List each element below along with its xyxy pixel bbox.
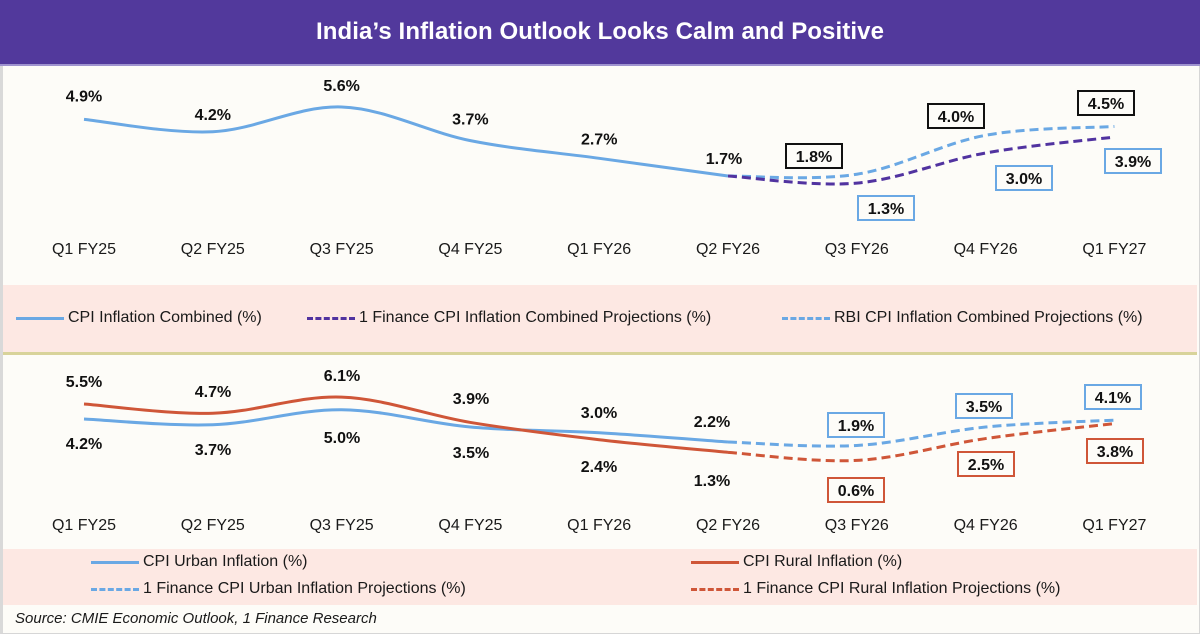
legend-item-urban-projection: 1 Finance CPI Urban Inflation Projection…	[91, 580, 466, 598]
legend-swatch-solid	[91, 560, 139, 564]
top-x-tick-label: Q3 FY26	[825, 241, 889, 258]
bottom-x-tick-label: Q2 FY26	[696, 517, 760, 534]
legend-label: RBI CPI Inflation Combined Projections (…	[834, 309, 1143, 326]
data-label-1finance: 1.3%	[868, 201, 904, 218]
data-label-cpi-combined: 4.9%	[66, 88, 102, 105]
series-line-urban	[83, 408, 729, 444]
data-label-urban: 3.7%	[195, 442, 231, 459]
legend-item-rural: CPI Rural Inflation (%)	[691, 553, 902, 571]
data-label-rural-projection: 2.5%	[968, 457, 1004, 474]
legend-item-rbi-combined: RBI CPI Inflation Combined Projections (…	[782, 309, 1143, 327]
bottom-x-tick-label: Q1 FY25	[52, 517, 116, 534]
data-label-urban-projection: 4.1%	[1095, 390, 1131, 407]
top-x-tick-label: Q1 FY25	[52, 241, 116, 258]
legend-label: 1 Finance CPI Inflation Combined Project…	[359, 309, 712, 326]
data-label-urban-projection-box	[1084, 384, 1142, 410]
data-label-1finance-box	[1104, 148, 1162, 174]
legend-label: CPI Inflation Combined (%)	[68, 309, 262, 326]
legend-label: CPI Urban Inflation (%)	[143, 553, 308, 570]
top-x-tick-label: Q1 FY27	[1082, 241, 1146, 258]
top-x-tick-label: Q2 FY26	[696, 241, 760, 258]
data-label-rbi: 4.5%	[1088, 96, 1124, 113]
data-label-rural-projection-box	[1086, 438, 1144, 464]
top-x-tick-label: Q1 FY26	[567, 241, 631, 258]
data-label-1finance: 3.0%	[1006, 171, 1042, 188]
data-label-rural-projection-box	[827, 477, 885, 503]
series-line-urban-projection	[727, 418, 1115, 448]
top-x-tick-label: Q4 FY25	[438, 241, 502, 258]
data-label-urban-projection: 1.9%	[838, 418, 874, 435]
legend-swatch-solid	[691, 560, 739, 564]
legend-top: CPI Inflation Combined (%) 1 Finance CPI…	[3, 285, 1197, 352]
data-label-rural-projection: 0.6%	[838, 483, 874, 500]
legend-item-rural-projection: 1 Finance CPI Rural Inflation Projection…	[691, 580, 1060, 598]
top-x-tick-label: Q2 FY25	[181, 241, 245, 258]
legend-swatch-dashed	[307, 316, 355, 320]
data-label-rural: 2.4%	[581, 459, 617, 476]
data-label-cpi-combined: 3.7%	[452, 112, 488, 129]
data-label-rural: 5.5%	[66, 374, 102, 391]
data-label-rbi-box	[1077, 90, 1135, 116]
legend-swatch-dashed	[782, 316, 830, 320]
data-label-urban: 3.5%	[453, 445, 489, 462]
bottom-x-tick-label: Q1 FY26	[567, 517, 631, 534]
legend-swatch-solid	[16, 316, 64, 320]
legend-item-urban: CPI Urban Inflation (%)	[91, 553, 308, 571]
bottom-x-tick-label: Q4 FY26	[954, 517, 1018, 534]
data-label-urban-projection-box	[955, 393, 1013, 419]
legend-label: 1 Finance CPI Urban Inflation Projection…	[143, 580, 466, 597]
data-label-urban: 5.0%	[324, 430, 360, 447]
data-label-1finance-box	[995, 165, 1053, 191]
series-line-cpi-combined	[83, 105, 729, 178]
data-label-1finance: 3.9%	[1115, 154, 1151, 171]
bottom-x-tick-label: Q3 FY26	[825, 517, 889, 534]
legend-bottom: CPI Urban Inflation (%) CPI Rural Inflat…	[3, 549, 1197, 605]
series-line-rural-projection	[727, 422, 1115, 463]
data-label-rbi-box	[785, 143, 843, 169]
series-line-1finance-projection	[727, 135, 1115, 186]
data-label-rural: 3.9%	[453, 391, 489, 408]
data-label-rural: 1.3%	[694, 473, 730, 490]
data-label-1finance-box	[857, 195, 915, 221]
series-line-rbi-projection	[727, 124, 1115, 180]
title-bar: India’s Inflation Outlook Looks Calm and…	[0, 0, 1200, 66]
series-line-rural	[83, 395, 729, 454]
bottom-x-tick-label: Q4 FY25	[438, 517, 502, 534]
data-label-rbi: 1.8%	[796, 149, 832, 166]
data-label-urban-projection-box	[827, 412, 885, 438]
data-label-urban: 2.2%	[694, 414, 730, 431]
data-label-rural-projection: 3.8%	[1097, 444, 1133, 461]
data-label-rural: 4.7%	[195, 384, 231, 401]
source-note: Source: CMIE Economic Outlook, 1 Finance…	[15, 610, 377, 627]
data-label-rural: 6.1%	[324, 368, 360, 385]
data-label-cpi-combined: 5.6%	[323, 78, 359, 95]
data-label-rbi-box	[927, 103, 985, 129]
bottom-x-tick-label: Q3 FY25	[310, 517, 374, 534]
data-label-urban: 3.0%	[581, 405, 617, 422]
chart-title: India’s Inflation Outlook Looks Calm and…	[315, 18, 885, 45]
top-x-tick-label: Q3 FY25	[310, 241, 374, 258]
data-label-urban: 4.2%	[66, 436, 102, 453]
data-label-cpi-combined: 4.2%	[195, 107, 231, 124]
section-divider	[3, 352, 1197, 355]
legend-swatch-dashed	[91, 587, 139, 591]
top-x-tick-label: Q4 FY26	[954, 241, 1018, 258]
data-label-urban-projection: 3.5%	[966, 399, 1002, 416]
data-label-cpi-combined: 2.7%	[581, 131, 617, 148]
bottom-x-tick-label: Q1 FY27	[1082, 517, 1146, 534]
legend-item-1finance-combined: 1 Finance CPI Inflation Combined Project…	[307, 309, 711, 327]
legend-label: 1 Finance CPI Rural Inflation Projection…	[743, 580, 1061, 597]
data-label-rural-projection-box	[957, 451, 1015, 477]
data-label-cpi-combined: 1.7%	[706, 151, 742, 168]
legend-swatch-dashed	[691, 587, 739, 591]
legend-item-cpi-combined: CPI Inflation Combined (%)	[16, 309, 262, 327]
bottom-x-tick-label: Q2 FY25	[181, 517, 245, 534]
legend-label: CPI Rural Inflation (%)	[743, 553, 903, 570]
data-label-rbi: 4.0%	[938, 109, 974, 126]
